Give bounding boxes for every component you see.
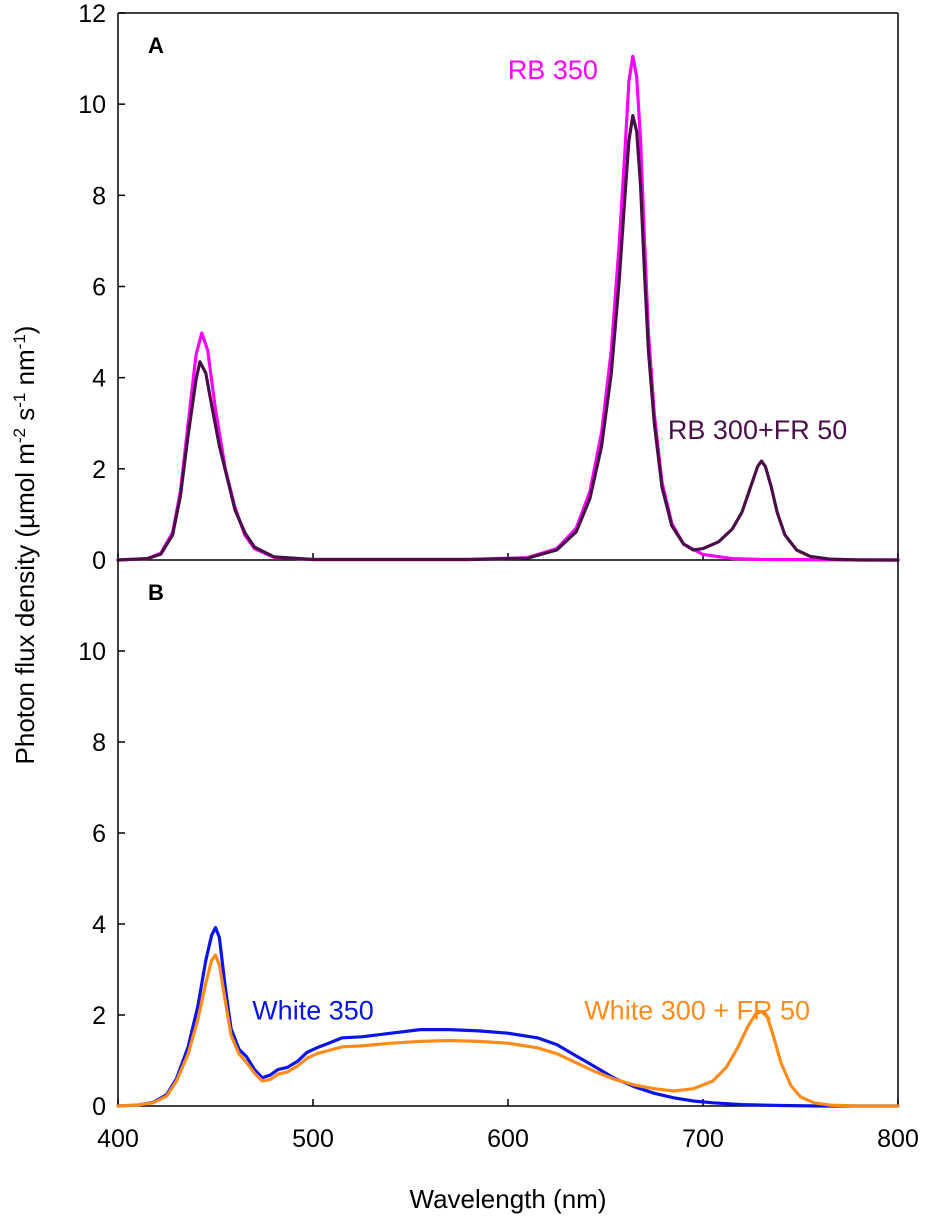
panel-b-y-tick-label: 4: [92, 911, 106, 939]
panel-a: 0 2 4 6 8 10 12 A RB 350 RB 300+FR 50: [78, 0, 900, 575]
series-label-white-300-fr-50: White 300 + FR 50: [584, 996, 810, 1026]
panel-b-label: B: [148, 580, 164, 605]
panel-a-y-tick-label: 6: [92, 274, 106, 302]
panel-b: 0 2 4 6 8 10 B White 350 White 300 + FR 50: [78, 560, 900, 1121]
panel-a-y-tick-label: 4: [92, 365, 106, 393]
y-axis-title-part: -1: [10, 393, 29, 408]
y-axis-title-part: Photon flux density (µmol m: [10, 443, 40, 764]
panel-a-y-tick-label: 8: [92, 182, 106, 210]
series-label-white-350: White 350: [252, 996, 374, 1026]
series-line-rb-300-fr-50: [116, 114, 900, 562]
y-axis-title-part: ): [10, 326, 40, 335]
x-tick-label: 400: [97, 1125, 139, 1153]
series-line-white-300-fr-50: [116, 953, 900, 1108]
panel-a-y-tick-label: 12: [78, 0, 106, 28]
panel-a-y-tick-label: 0: [92, 547, 106, 575]
panel-b-y-tick-label: 10: [78, 638, 106, 666]
x-axis-title: Wavelength (nm): [410, 1184, 607, 1214]
panel-a-y-tick-label: 10: [78, 91, 106, 119]
y-axis-title: Photon flux density (µmol m-2 s-1 nm-1): [10, 326, 41, 765]
x-tick-label: 800: [877, 1125, 919, 1153]
x-axis: 400 500 600 700 800: [97, 1125, 919, 1153]
panel-a-label: A: [148, 33, 164, 58]
panel-b-y-tick-label: 6: [92, 820, 106, 848]
y-axis-title-part: -2: [10, 428, 29, 443]
panel-b-y-tick-label: 0: [92, 1093, 106, 1121]
y-axis-title-part: -1: [10, 334, 29, 349]
series-line-white-350: [116, 926, 900, 1108]
panel-a-y-tick-label: 2: [92, 456, 106, 484]
panel-b-y-tick-label: 2: [92, 1002, 106, 1030]
x-tick-label: 700: [682, 1125, 724, 1153]
series-label-rb-300-fr-50: RB 300+FR 50: [668, 415, 847, 445]
series-label-rb-350: RB 350: [508, 55, 598, 85]
y-axis-title-part: nm: [10, 349, 40, 392]
panel-b-y-tick-label: 8: [92, 729, 106, 757]
x-tick-label: 500: [292, 1125, 334, 1153]
x-tick-label: 600: [487, 1125, 529, 1153]
y-axis-title-part: s: [10, 408, 40, 428]
series-line-rb-350: [116, 54, 900, 562]
